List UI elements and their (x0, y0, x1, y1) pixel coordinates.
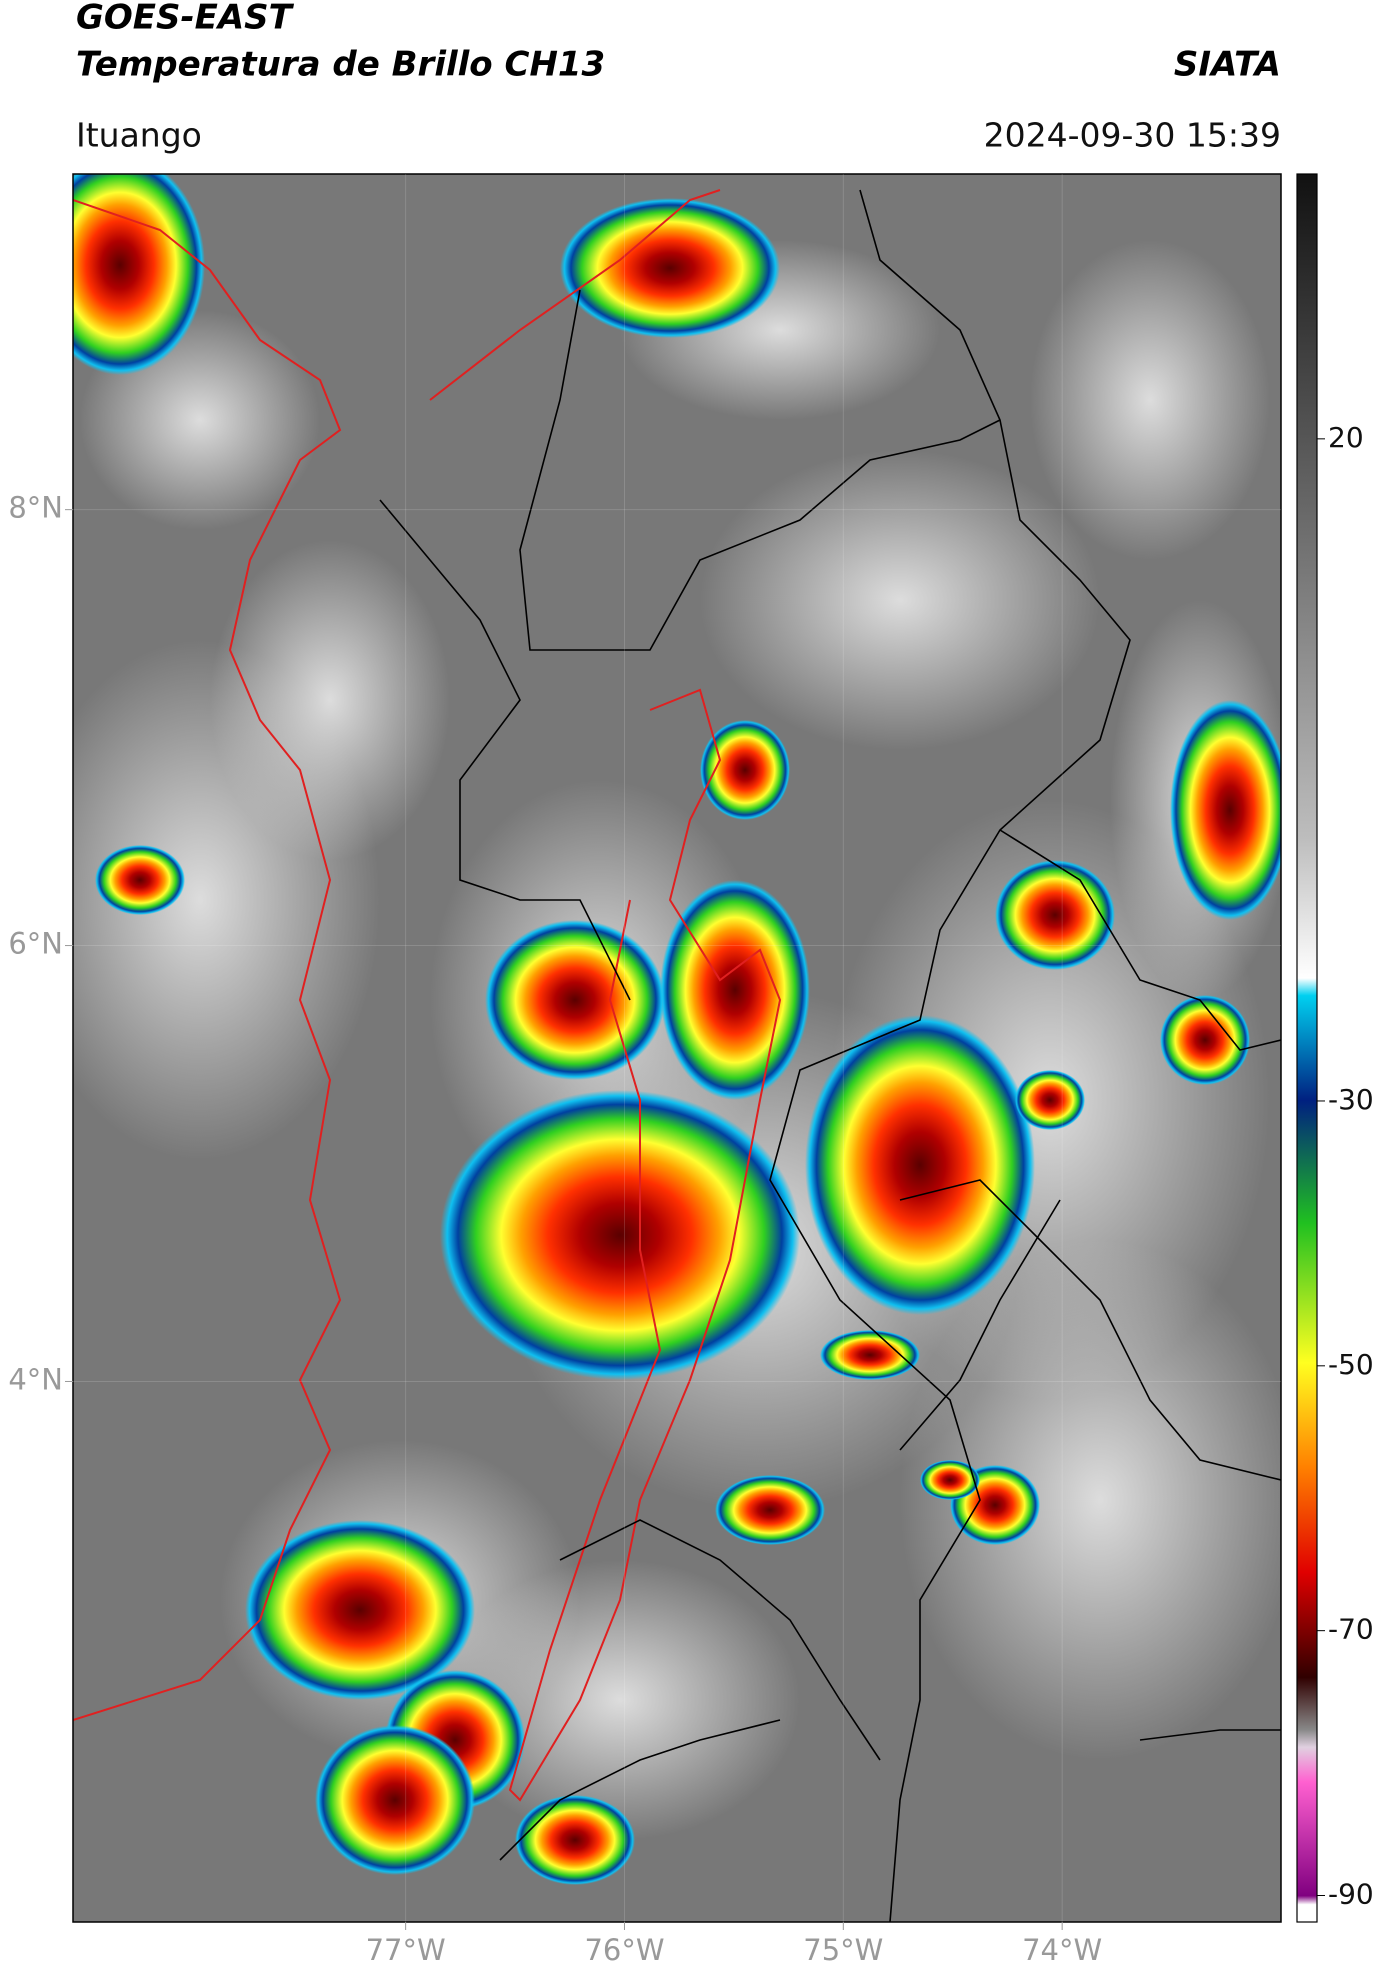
y-tick-label: 4°N (8, 1362, 63, 1396)
datetime: 2024-09-30 15:39 (984, 116, 1281, 155)
cloud (440, 1560, 800, 1840)
map-frame (72, 173, 1282, 1923)
x-tick-label: 74°W (1022, 1933, 1102, 1967)
y-tick-label: 8°N (8, 491, 63, 525)
colorbar-tick-label: -30 (1328, 1083, 1374, 1116)
storm-cell (485, 920, 665, 1080)
y-tick-label: 6°N (8, 927, 63, 961)
coast (73, 189, 782, 1802)
storm-cell (660, 880, 810, 1100)
storm-cell (560, 198, 780, 338)
storm-cell (700, 720, 790, 820)
x-tick-label: 75°W (803, 1933, 883, 1967)
map (73, 174, 1281, 1922)
x-tick-label: 77°W (366, 1933, 446, 1967)
colorbar (1296, 173, 1318, 1923)
storm-cell (73, 174, 205, 375)
cloud (1030, 240, 1270, 560)
x-tick-label: 76°W (584, 1933, 664, 1967)
subtitle: Temperatura de Brillo CH13 (76, 45, 605, 85)
cloud (700, 450, 1100, 750)
axes: 77°W 76°W 75°W 74°W 8°N 6°N 4°N 20 -30 -50 -70 -90 (8, 174, 1374, 1967)
storm-cell (440, 1090, 800, 1380)
title: GOES-EAST (76, 0, 295, 38)
storm-cell (1170, 700, 1281, 920)
storm-cell (920, 1460, 980, 1500)
storm-cell (245, 1520, 475, 1700)
colorbar-tick-label: -70 (1328, 1613, 1374, 1646)
storm-cell (1015, 1070, 1085, 1130)
storm-cell (95, 845, 185, 915)
cloud (210, 540, 450, 860)
cloud (900, 1240, 1281, 1760)
colorbar-tick-label: -50 (1328, 1348, 1374, 1381)
colorbar-tick-label: -90 (1328, 1878, 1374, 1911)
storms (73, 174, 1281, 1885)
boundaries (379, 189, 1281, 1922)
colorbar-tick-label: 20 (1328, 421, 1364, 454)
source: SIATA (1174, 45, 1281, 85)
storm-cell (715, 1475, 825, 1545)
storm-cell (515, 1795, 635, 1885)
storm-cell (820, 1330, 920, 1380)
storm-cell (805, 1015, 1035, 1315)
location: Ituango (76, 116, 202, 155)
storm-cell (995, 860, 1115, 970)
storm-cell (1160, 995, 1250, 1085)
storm-cell (315, 1725, 475, 1875)
